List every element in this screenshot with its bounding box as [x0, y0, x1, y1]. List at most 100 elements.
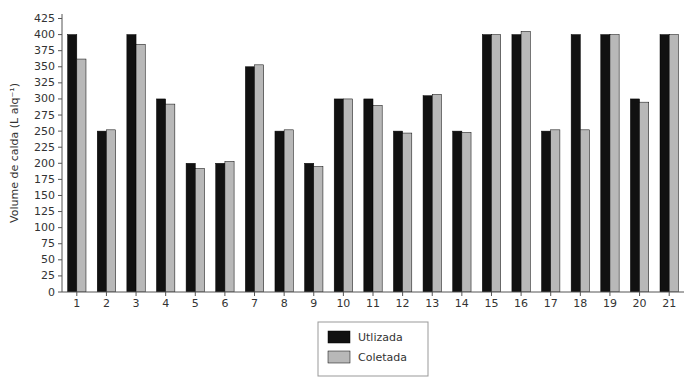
x-tick-label: 12	[396, 297, 410, 310]
bar	[225, 161, 234, 292]
legend: Utlizada Coletada	[318, 322, 428, 376]
bar	[491, 35, 500, 292]
x-tick	[106, 292, 107, 296]
legend-label: Utlizada	[358, 331, 403, 344]
x-tick	[609, 292, 610, 296]
x-tick-label: 20	[633, 297, 647, 310]
x-tick	[343, 292, 344, 296]
bar	[630, 99, 639, 292]
legend-label: Coletada	[358, 351, 407, 364]
bar	[156, 99, 165, 292]
y-tick	[58, 131, 62, 132]
y-tick	[58, 211, 62, 212]
x-tick-label: 1	[73, 297, 80, 310]
bar	[186, 163, 195, 292]
bar	[106, 130, 115, 292]
y-tick	[58, 259, 62, 260]
bar	[453, 131, 462, 292]
bar	[601, 35, 610, 292]
x-tick-label: 21	[662, 297, 676, 310]
y-tick-label: 25	[41, 269, 55, 282]
bar	[195, 168, 204, 292]
bar	[610, 35, 619, 292]
bar	[373, 105, 382, 292]
y-tick-label: 275	[34, 109, 55, 122]
x-tick	[313, 292, 314, 296]
x-tick	[491, 292, 492, 296]
y-tick-label: 350	[34, 60, 55, 73]
y-tick	[58, 66, 62, 67]
bar	[68, 35, 77, 292]
x-tick	[432, 292, 433, 296]
y-tick	[58, 18, 62, 19]
x-tick	[521, 292, 522, 296]
bar	[432, 94, 441, 292]
legend-swatch	[328, 331, 350, 343]
x-tick-label: 13	[425, 297, 439, 310]
x-tick	[136, 292, 137, 296]
y-tick	[58, 243, 62, 244]
y-tick	[58, 195, 62, 196]
bar	[305, 163, 314, 292]
bar	[512, 35, 521, 292]
x-tick	[76, 292, 77, 296]
bar	[660, 35, 669, 292]
y-tick-label: 50	[41, 253, 55, 266]
x-tick	[373, 292, 374, 296]
y-tick	[58, 227, 62, 228]
bar	[334, 99, 343, 292]
x-tick	[639, 292, 640, 296]
x-tick-label: 16	[514, 297, 528, 310]
bar	[423, 96, 432, 292]
x-tick-label: 5	[192, 297, 199, 310]
bar	[343, 99, 352, 292]
x-tick	[669, 292, 670, 296]
bar	[364, 99, 373, 292]
x-tick-label: 19	[603, 297, 617, 310]
x-tick	[402, 292, 403, 296]
x-tick-label: 6	[221, 297, 228, 310]
y-tick	[58, 50, 62, 51]
x-tick	[165, 292, 166, 296]
bar	[77, 59, 86, 292]
y-tick	[58, 179, 62, 180]
y-tick-label: 425	[34, 12, 55, 25]
bar	[403, 133, 412, 292]
y-axis-line	[62, 14, 63, 292]
x-tick-label: 11	[366, 297, 380, 310]
x-tick-label: 18	[573, 297, 587, 310]
bar	[551, 130, 560, 292]
y-axis: 0255075100125150175200225250275300325350…	[34, 12, 62, 298]
y-tick	[58, 147, 62, 148]
y-tick-label: 375	[34, 44, 55, 57]
bar	[255, 65, 264, 292]
y-tick-label: 225	[34, 141, 55, 154]
bar	[640, 102, 649, 292]
bar	[97, 131, 106, 292]
bar	[166, 104, 175, 292]
legend-swatch	[328, 351, 350, 363]
x-tick-label: 15	[484, 297, 498, 310]
bars	[68, 31, 679, 292]
chart: 0255075100125150175200225250275300325350…	[0, 0, 696, 380]
bar	[314, 167, 323, 292]
x-tick	[195, 292, 196, 296]
y-tick-label: 125	[34, 205, 55, 218]
y-tick-label: 325	[34, 76, 55, 89]
x-tick-label: 4	[162, 297, 169, 310]
x-tick-label: 14	[455, 297, 469, 310]
x-tick-label: 17	[544, 297, 558, 310]
bar	[571, 35, 580, 292]
x-tick-label: 8	[281, 297, 288, 310]
y-tick-label: 250	[34, 125, 55, 138]
bar	[393, 131, 402, 292]
bar	[580, 130, 589, 292]
y-tick-label: 150	[34, 189, 55, 202]
y-tick	[58, 163, 62, 164]
x-tick-label: 9	[310, 297, 317, 310]
y-tick-label: 200	[34, 157, 55, 170]
y-tick-label: 400	[34, 28, 55, 41]
x-tick-label: 10	[336, 297, 350, 310]
y-tick-label: 175	[34, 173, 55, 186]
x-tick	[284, 292, 285, 296]
